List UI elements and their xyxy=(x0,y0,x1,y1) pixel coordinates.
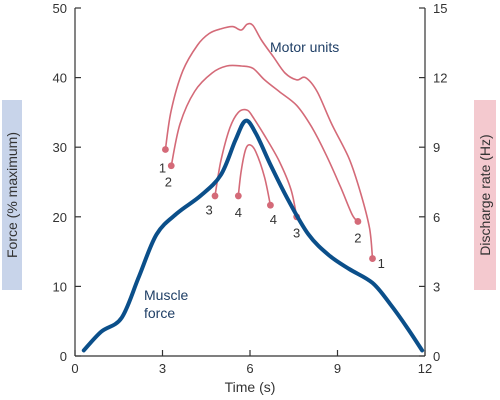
left-axis-title: Force (% maximum) xyxy=(4,132,20,258)
y-left-tick-label: 10 xyxy=(53,279,67,294)
x-tick-label: 0 xyxy=(71,361,78,376)
motor-unit-2-line xyxy=(170,64,359,223)
muscle-force-line xyxy=(81,118,425,353)
motor-unit-3-start-label: 3 xyxy=(206,202,213,217)
motor-unit-1-start-label: 1 xyxy=(159,161,166,176)
y-right-tick-label: 3 xyxy=(433,279,440,294)
motor-unit-2-derecruit-dot xyxy=(354,218,362,225)
motor-unit-1-derecruit-dot xyxy=(369,255,376,262)
motor-unit-1-line xyxy=(164,22,374,260)
motor-unit-4-line xyxy=(237,144,272,206)
muscle-force-annotation-line2: force xyxy=(144,305,175,321)
y-right-tick-label: 9 xyxy=(433,140,440,155)
motor-unit-3-recruit-dot xyxy=(211,192,219,200)
force-line-group xyxy=(81,118,425,353)
y-left-tick-label: 50 xyxy=(53,1,67,16)
x-tick-label: 12 xyxy=(418,361,432,376)
motor-unit-2-recruit-dot xyxy=(167,162,175,170)
motor-unit-1-end-label: 1 xyxy=(378,256,385,271)
motor-unit-3-line xyxy=(214,108,298,218)
motor-unit-1-recruit-dot xyxy=(162,146,169,153)
right-axis-title-band xyxy=(474,100,496,290)
y-left-tick-label: 20 xyxy=(53,210,67,225)
left-axis-title-band xyxy=(2,100,22,290)
x-tick-label: 6 xyxy=(246,361,253,376)
y-right-tick-label: 6 xyxy=(433,210,440,225)
motor-units-annotation: Motor units xyxy=(270,39,339,55)
y-left-tick-label: 30 xyxy=(53,140,67,155)
motor-unit-4-recruit-dot xyxy=(234,192,242,200)
motor-unit-4-end-label: 4 xyxy=(270,212,277,227)
motor-unit-lines xyxy=(162,22,376,262)
y-left-tick-label: 40 xyxy=(53,71,67,86)
motor-unit-2-start-label: 2 xyxy=(165,175,172,190)
y-left-tick-label: 0 xyxy=(60,349,67,364)
x-axis-title: Time (s) xyxy=(225,379,276,395)
motor-unit-4-derecruit-dot xyxy=(267,201,274,209)
y-right-tick-label: 0 xyxy=(433,349,440,364)
motor-unit-2-end-label: 2 xyxy=(354,230,361,245)
muscle-force-annotation-line1: Muscle xyxy=(144,287,189,303)
x-tick-label: 3 xyxy=(159,361,166,376)
y-right-tick-label: 15 xyxy=(433,1,447,16)
y-right-tick-label: 12 xyxy=(433,71,447,86)
motor-unit-3-end-label: 3 xyxy=(293,226,300,241)
motor-unit-4-start-label: 4 xyxy=(235,205,242,220)
x-tick-label: 9 xyxy=(334,361,341,376)
right-axis-title: Discharge rate (Hz) xyxy=(477,134,493,255)
